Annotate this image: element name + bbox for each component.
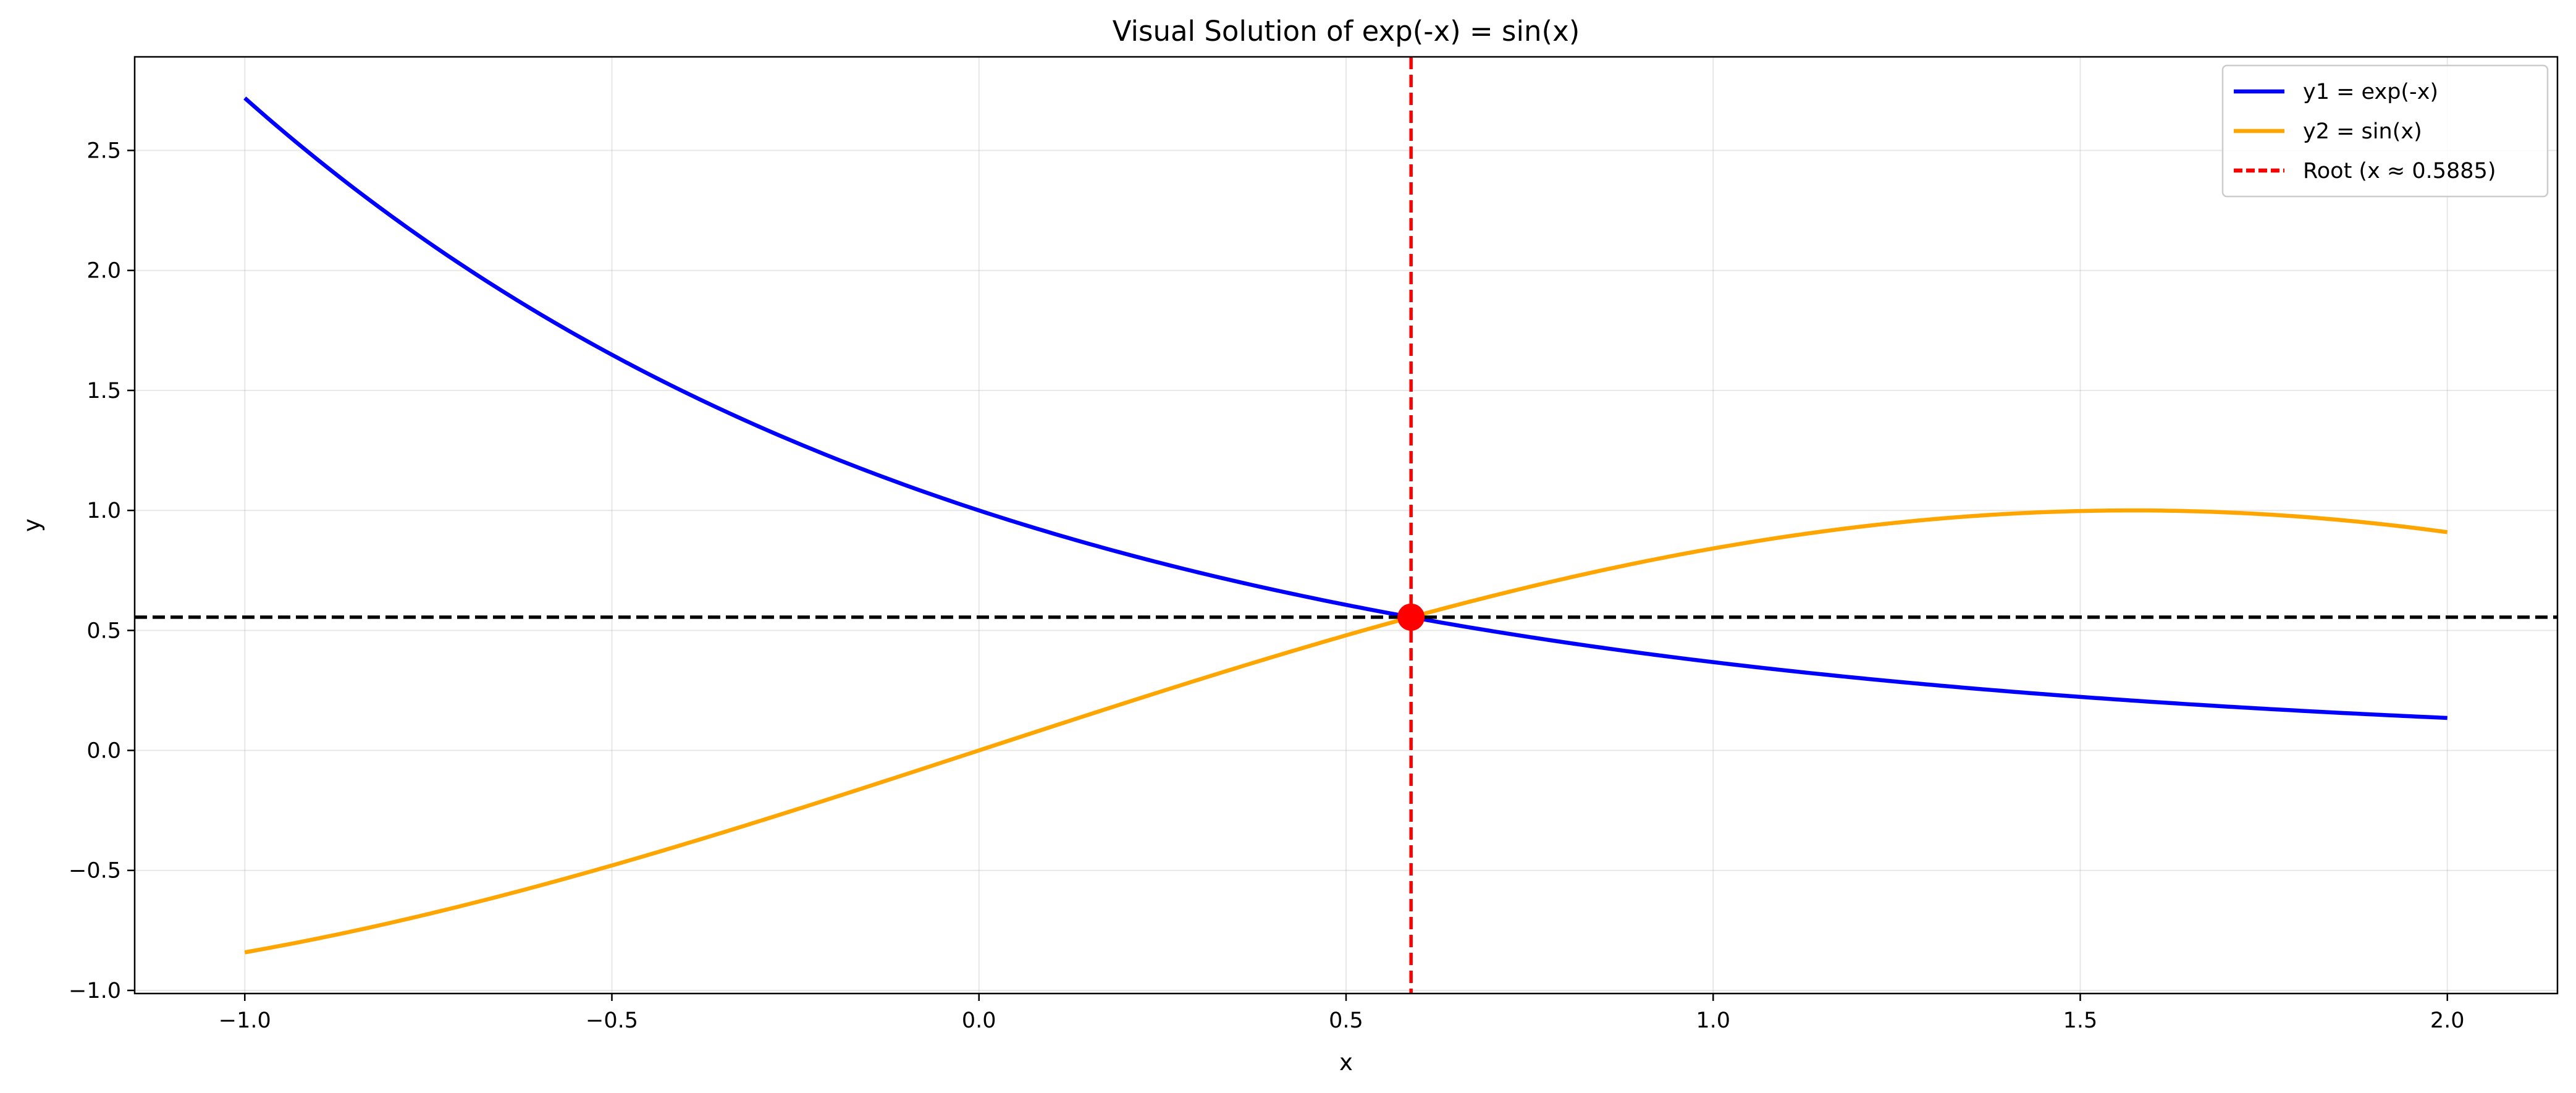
chart-title: Visual Solution of exp(-x) = sin(x) xyxy=(1113,15,1580,48)
y-tick-label: −0.5 xyxy=(69,859,121,884)
y-axis: −1.0 −0.5 0.0 0.5 1.0 1.5 2.0 2.5 xyxy=(69,138,135,1003)
series-group xyxy=(243,96,2448,955)
legend-label-root: Root (x ≈ 0.5885) xyxy=(2303,159,2496,184)
y-tick-label: 1.0 xyxy=(86,499,121,523)
y-tick-label: 0.0 xyxy=(86,739,121,764)
x-axis: −1.0 −0.5 0.0 0.5 1.0 1.5 2.0 xyxy=(219,994,2465,1033)
x-tick-label: −0.5 xyxy=(586,1008,638,1033)
series-line-2 xyxy=(244,508,2448,955)
legend-box xyxy=(2221,64,2549,198)
x-tick-label: 2.0 xyxy=(2430,1008,2465,1033)
y-tick-label: 2.5 xyxy=(86,138,121,163)
x-tick-label: 1.0 xyxy=(1696,1008,1730,1033)
legend: y1 = exp(-x) y2 = sin(x) Root (x ≈ 0.588… xyxy=(2221,64,2549,198)
plot-content xyxy=(135,57,2557,994)
y-tick-label: 0.5 xyxy=(86,618,121,643)
x-axis-label: x xyxy=(1339,1049,1353,1076)
y-axis-label: y xyxy=(19,518,45,532)
grid xyxy=(135,57,2557,994)
x-tick-label: 0.0 xyxy=(962,1008,996,1033)
y-tick-label: 2.0 xyxy=(86,259,121,284)
intersection-point xyxy=(1397,603,1425,631)
legend-label-y1: y1 = exp(-x) xyxy=(2303,80,2438,104)
x-tick-label: 1.5 xyxy=(2063,1008,2098,1033)
x-tick-label: −1.0 xyxy=(219,1008,271,1033)
legend-label-y2: y2 = sin(x) xyxy=(2303,119,2422,144)
series-line-1 xyxy=(243,96,2448,720)
y-tick-label: 1.5 xyxy=(86,379,121,403)
y-tick-label: −1.0 xyxy=(69,979,121,1003)
x-tick-label: 0.5 xyxy=(1329,1008,1363,1033)
plot-area xyxy=(135,57,2557,994)
